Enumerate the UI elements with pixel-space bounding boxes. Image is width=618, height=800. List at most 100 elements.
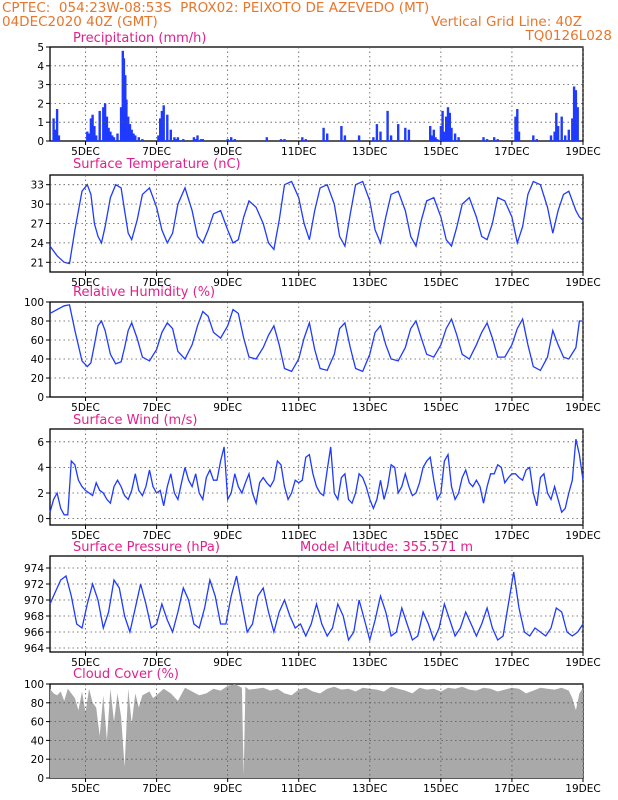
x-tick-label: 15DEC — [423, 146, 458, 158]
precip-bar — [514, 116, 517, 141]
series-line — [49, 439, 584, 516]
y-tick-label: 0 — [37, 136, 44, 148]
series-line — [49, 304, 583, 373]
precip-bar — [112, 137, 116, 141]
precip-bar — [397, 124, 400, 141]
panel-title: Cloud Cover (%) — [73, 667, 179, 682]
x-tick-label: 5DEC — [71, 146, 100, 158]
x-tick-label: 17DEC — [494, 783, 529, 795]
precip-bar — [357, 135, 361, 141]
x-tick-label: 17DEC — [494, 277, 529, 289]
x-tick-label: 13DEC — [352, 657, 387, 669]
panel-title: Surface Wind (m/s) — [73, 413, 197, 428]
x-tick-label: 11DEC — [281, 277, 316, 289]
x-tick-label: 7DEC — [142, 530, 171, 542]
x-tick-label: 9DEC — [213, 146, 242, 158]
precip-bar — [482, 137, 485, 141]
precip-bar — [556, 126, 560, 141]
precip-bar — [54, 129, 57, 141]
precip-bar — [485, 139, 489, 141]
precip-bar — [301, 137, 304, 141]
station-header: CPTEC: 054:23W-08:53S PROX02: PEIXOTO DE… — [2, 0, 430, 16]
y-tick-label: 100 — [24, 679, 44, 691]
precip-bar — [576, 107, 579, 141]
y-tick-label: 20 — [31, 373, 44, 385]
precip-bar — [372, 137, 375, 141]
precip-bar — [326, 133, 329, 141]
precip-bar — [111, 135, 114, 141]
x-tick-label: 17DEC — [494, 530, 529, 542]
panel-frame — [49, 46, 584, 142]
precip-bar — [52, 118, 55, 141]
x-tick-label: 15DEC — [423, 783, 458, 795]
precip-bar — [549, 135, 553, 141]
series-line — [49, 180, 584, 265]
x-tick-label: 11DEC — [281, 402, 316, 414]
y-tick-label: 2 — [37, 98, 44, 110]
precip-bar — [453, 133, 457, 141]
precip-bar — [119, 107, 123, 141]
precip-bar — [430, 135, 434, 141]
precip-bar — [375, 124, 379, 141]
precip-bar — [448, 112, 451, 141]
x-tick-label: 13DEC — [352, 277, 387, 289]
precip-bar — [107, 127, 110, 141]
precip-bar — [86, 131, 89, 141]
panel-title: Precipitation (mm/h) — [73, 31, 206, 46]
y-tick-label: 80 — [31, 698, 44, 710]
precip-bar — [441, 110, 444, 141]
precip-bar — [340, 126, 343, 141]
precip-bar — [166, 114, 169, 141]
precip-bar — [173, 137, 176, 141]
precip-bar — [567, 129, 570, 141]
precip-bar — [436, 139, 439, 141]
y-tick-label: 40 — [31, 735, 44, 747]
x-tick-label: 9DEC — [213, 530, 242, 542]
precip-bar — [55, 109, 59, 141]
precip-bar — [574, 90, 578, 141]
x-tick-label: 5DEC — [71, 402, 100, 414]
precip-bar — [553, 131, 556, 141]
x-tick-label: 17DEC — [494, 402, 529, 414]
x-tick-label: 15DEC — [423, 530, 458, 542]
x-tick-label: 7DEC — [142, 657, 171, 669]
precip-bar — [434, 137, 437, 141]
precip-bar — [443, 131, 446, 141]
precip-bar — [230, 137, 233, 141]
precip-bar — [496, 139, 499, 141]
x-tick-label: 5DEC — [71, 783, 100, 795]
y-tick-label: 0 — [37, 392, 44, 404]
x-tick-label: 17DEC — [494, 657, 529, 669]
precip-bar — [102, 107, 105, 141]
x-tick-label: 9DEC — [213, 783, 242, 795]
y-tick-label: 2 — [37, 488, 44, 500]
precip-bar — [389, 135, 393, 141]
precip-bar — [407, 129, 411, 141]
x-tick-label: 19DEC — [565, 402, 600, 414]
precip-bar — [57, 135, 61, 141]
x-tick-label: 13DEC — [352, 402, 387, 414]
precip-bar — [160, 110, 164, 141]
precip-bar — [137, 137, 140, 141]
precip-bar — [445, 116, 448, 141]
y-tick-label: 40 — [31, 354, 44, 366]
y-tick-label: 60 — [31, 717, 44, 729]
y-tick-label: 6 — [37, 437, 44, 449]
cloud-cover-area — [50, 684, 583, 778]
y-tick-label: 968 — [24, 611, 44, 623]
precip-bar — [201, 139, 204, 141]
precip-bar — [571, 118, 574, 141]
precip-bar — [379, 131, 382, 141]
precip-bar — [532, 135, 535, 141]
precip-bar — [93, 126, 96, 141]
precip-bar — [386, 110, 389, 141]
x-tick-label: 5DEC — [71, 530, 100, 542]
precip-bar — [192, 137, 196, 141]
precip-bar — [279, 139, 283, 141]
y-tick-label: 0 — [37, 514, 44, 526]
precip-bar — [141, 139, 144, 141]
precip-bar — [196, 135, 199, 141]
x-tick-label: 9DEC — [213, 277, 242, 289]
precip-bar — [446, 107, 450, 141]
panel-subtitle: Model Altitude: 355.571 m — [300, 540, 473, 555]
